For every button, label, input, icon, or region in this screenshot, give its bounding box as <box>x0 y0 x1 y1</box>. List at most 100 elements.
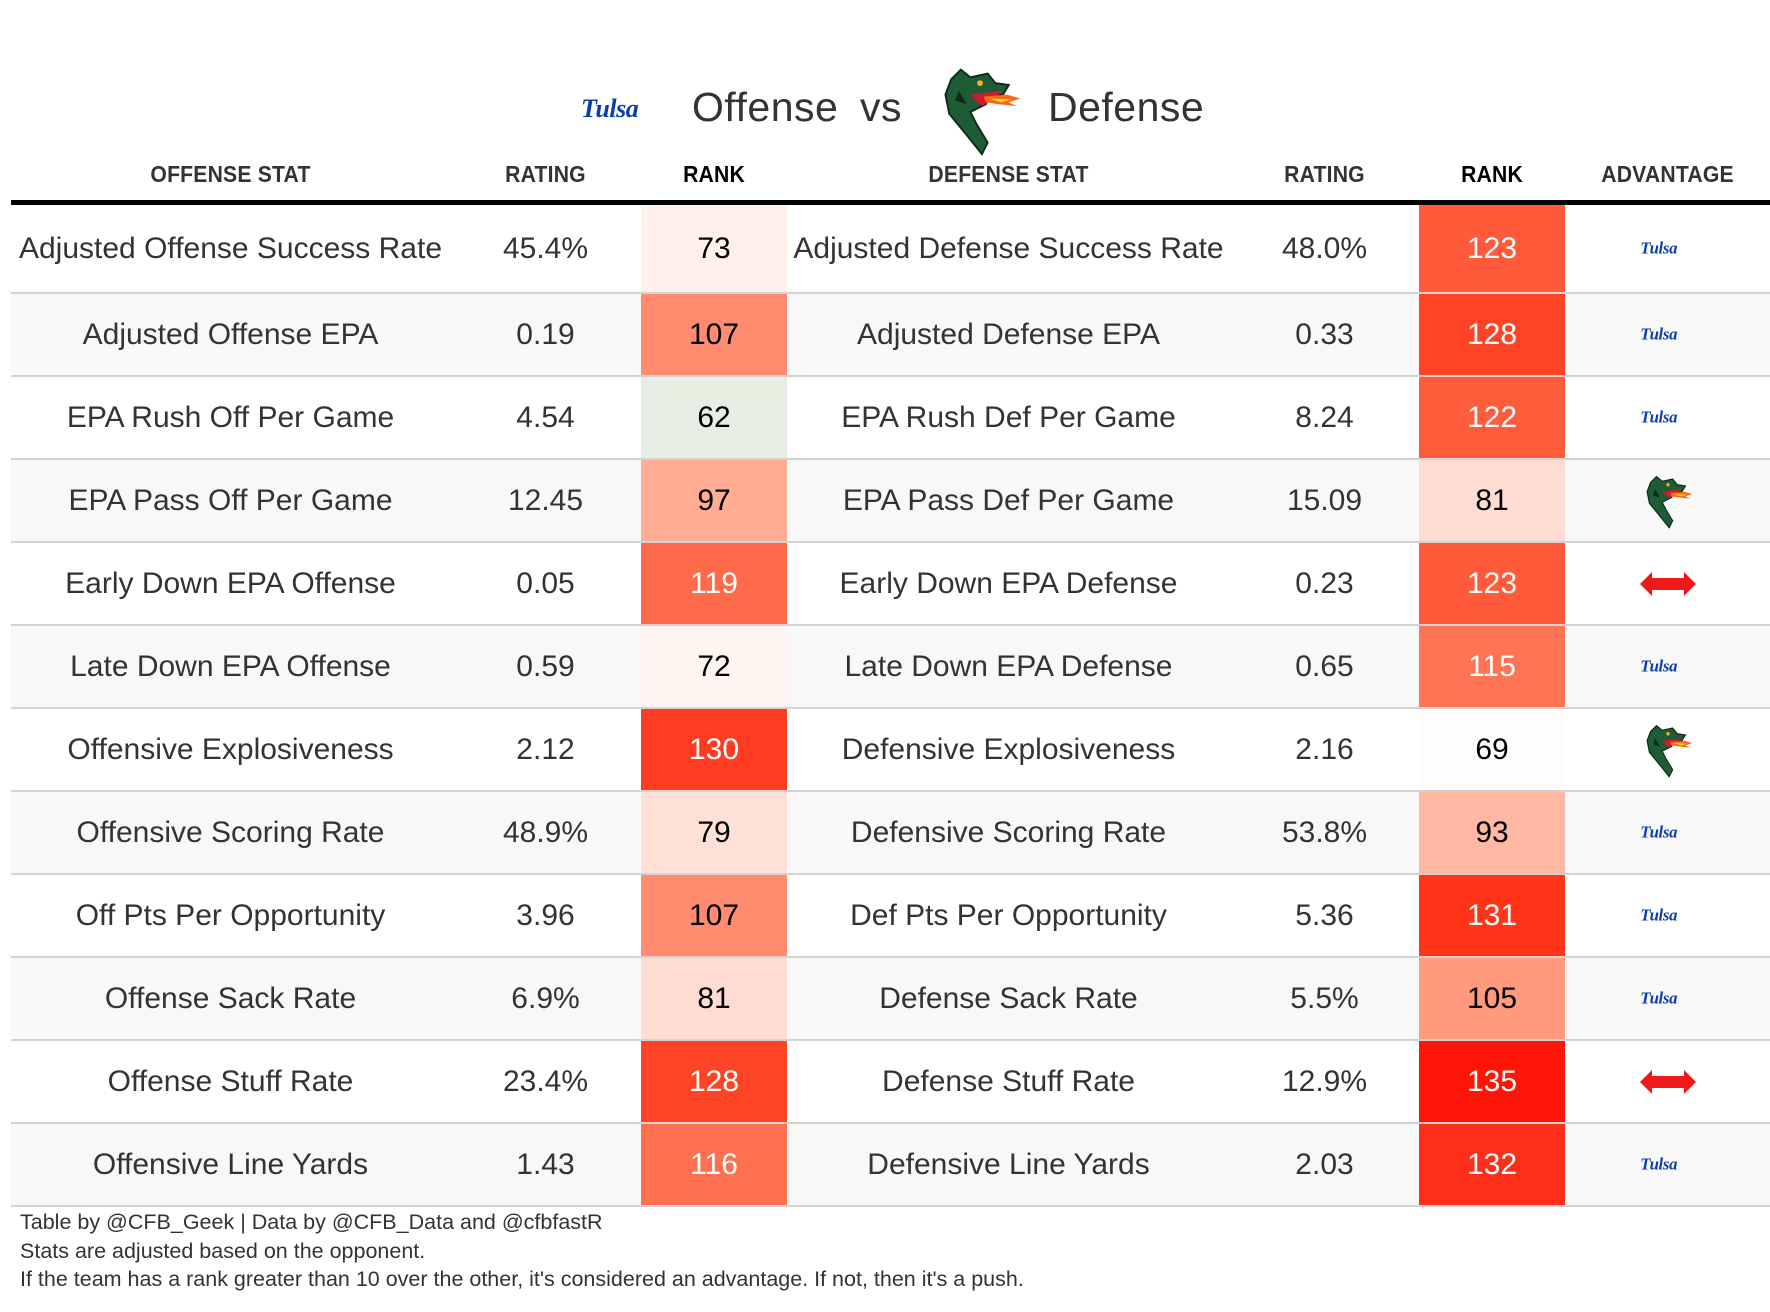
table-row: EPA Pass Off Per Game 12.45 97 EPA Pass Def… <box>11 460 1770 543</box>
advantage-cell <box>1565 626 1770 707</box>
defense-rating: 2.03 <box>1295 1147 1354 1181</box>
defense-stat-name: EPA Pass Def Per Game <box>842 483 1175 517</box>
advantage-cell <box>1565 294 1770 375</box>
offense-stat-name: Offensive Line Yards <box>92 1147 369 1181</box>
defense-rank: 131 <box>1419 875 1565 956</box>
defense-rank: 115 <box>1419 626 1565 707</box>
tulsa-logo-icon <box>1639 1156 1697 1173</box>
defense-stat-name: Defense Stuff Rate <box>882 1064 1135 1098</box>
tulsa-logo-icon <box>578 96 670 122</box>
advantage-cell <box>1565 205 1770 292</box>
table-row: Offensive Explosiveness 2.12 130 Defensive … <box>11 709 1770 792</box>
offense-rank: 130 <box>641 709 787 790</box>
uab-dragon-logo-icon <box>1639 472 1697 530</box>
defense-rank: 93 <box>1419 792 1565 873</box>
tulsa-logo-icon <box>1639 240 1697 257</box>
header-advantage: ADVANTAGE <box>1601 161 1734 187</box>
table-row: Adjusted Offense EPA 0.19 107 Adjusted Defe… <box>11 294 1770 377</box>
defense-rating: 0.65 <box>1295 649 1354 683</box>
advantage-cell <box>1565 377 1770 458</box>
advantage-cell <box>1565 709 1770 790</box>
defense-rating: 2.16 <box>1295 732 1354 766</box>
offense-rating: 1.43 <box>516 1147 575 1181</box>
defense-stat-name: Defensive Scoring Rate <box>850 815 1167 849</box>
push-double-arrow-icon <box>1640 1069 1696 1095</box>
offense-rank: 97 <box>641 460 787 541</box>
offense-rank: 128 <box>641 1041 787 1122</box>
defense-rating: 53.8% <box>1281 815 1368 849</box>
footnotes: Table by @CFB_Geek | Data by @CFB_Data a… <box>20 1208 1024 1294</box>
offense-rank: 62 <box>641 377 787 458</box>
offense-rating: 0.59 <box>516 649 575 683</box>
table-row: Late Down EPA Offense 0.59 72 Late Down EPA… <box>11 626 1770 709</box>
defense-rating: 8.24 <box>1295 400 1354 434</box>
advantage-cell <box>1565 1041 1770 1122</box>
offense-stat-name: Offense Sack Rate <box>104 981 357 1015</box>
offense-rating: 0.19 <box>516 317 575 351</box>
header-defense-rank: RANK <box>1461 161 1523 187</box>
header-offense-stat: OFFENSE STAT <box>150 161 311 187</box>
header-defense-rating: RATING <box>1284 161 1365 187</box>
defense-rating: 48.0% <box>1281 231 1368 265</box>
defense-rank: 122 <box>1419 377 1565 458</box>
offense-stat-name: Adjusted Offense EPA <box>82 317 379 351</box>
offense-stat-name: Adjusted Offense Success Rate <box>18 231 443 265</box>
offense-rank: 107 <box>641 875 787 956</box>
defense-stat-name: EPA Rush Def Per Game <box>841 400 1176 434</box>
offense-rank: 116 <box>641 1124 787 1205</box>
tulsa-logo-icon <box>1639 907 1697 924</box>
defense-stat-name: Defensive Explosiveness <box>841 732 1176 766</box>
defense-stat-name: Adjusted Defense EPA <box>857 317 1160 351</box>
offense-rating: 48.9% <box>502 815 589 849</box>
advantage-cell <box>1565 792 1770 873</box>
offense-rank: 79 <box>641 792 787 873</box>
header-offense-rating: RATING <box>505 161 586 187</box>
offense-rank: 72 <box>641 626 787 707</box>
advantage-cell <box>1565 958 1770 1039</box>
defense-rank: 69 <box>1419 709 1565 790</box>
offense-stat-name: Offense Stuff Rate <box>107 1064 354 1098</box>
tulsa-logo-icon <box>1639 409 1697 426</box>
defense-rank: 132 <box>1419 1124 1565 1205</box>
offense-rating: 12.45 <box>507 483 584 517</box>
footnote-adjusted: Stats are adjusted based on the opponent… <box>20 1238 426 1263</box>
defense-rating: 12.9% <box>1281 1064 1368 1098</box>
tulsa-logo-icon <box>1639 326 1697 343</box>
offense-stat-name: Offensive Scoring Rate <box>76 815 385 849</box>
defense-stat-name: Late Down EPA Defense <box>844 649 1173 683</box>
defense-stat-name: Defense Sack Rate <box>879 981 1138 1015</box>
offense-stat-name: EPA Rush Off Per Game <box>66 400 395 434</box>
table-header: OFFENSE STAT RATING RANK DEFENSE STAT RA… <box>11 155 1770 205</box>
table-row: Adjusted Offense Success Rate 45.4% 73 Adju… <box>11 205 1770 294</box>
table-row: EPA Rush Off Per Game 4.54 62 EPA Rush Def … <box>11 377 1770 460</box>
table-row: Offensive Scoring Rate 48.9% 79 Defensive S… <box>11 792 1770 875</box>
offense-rating: 45.4% <box>502 231 589 265</box>
defense-stat-name: Early Down EPA Defense <box>839 566 1178 600</box>
uab-dragon-logo-icon <box>932 60 1028 160</box>
defense-rank: 135 <box>1419 1041 1565 1122</box>
defense-rank: 81 <box>1419 460 1565 541</box>
header-defense-stat: DEFENSE STAT <box>928 161 1089 187</box>
chart-title: Offense vs Defense <box>0 30 1770 140</box>
offense-rating: 6.9% <box>511 981 580 1015</box>
offense-rank: 81 <box>641 958 787 1039</box>
table-row: Off Pts Per Opportunity 3.96 107 Def Pts Pe… <box>11 875 1770 958</box>
offense-stat-name: Early Down EPA Offense <box>65 566 396 600</box>
defense-rank: 123 <box>1419 543 1565 624</box>
tulsa-logo-icon <box>1639 824 1697 841</box>
defense-rank: 123 <box>1419 205 1565 292</box>
header-offense-rank: RANK <box>683 161 745 187</box>
defense-rank: 128 <box>1419 294 1565 375</box>
offense-stat-name: Late Down EPA Offense <box>70 649 391 683</box>
advantage-cell <box>1565 460 1770 541</box>
tulsa-logo-icon <box>1639 658 1697 675</box>
offense-stat-name: Off Pts Per Opportunity <box>75 898 386 932</box>
offense-rating: 2.12 <box>516 732 575 766</box>
advantage-cell <box>1565 543 1770 624</box>
offense-rating: 3.96 <box>516 898 575 932</box>
footnote-advantage-rule: If the team has a rank greater than 10 o… <box>20 1267 1024 1291</box>
table-row: Offensive Line Yards 1.43 116 Defensive Lin… <box>11 1124 1770 1207</box>
offense-stat-name: EPA Pass Off Per Game <box>68 483 393 517</box>
defense-rating: 5.5% <box>1290 981 1359 1015</box>
offense-rating: 0.05 <box>516 566 575 600</box>
